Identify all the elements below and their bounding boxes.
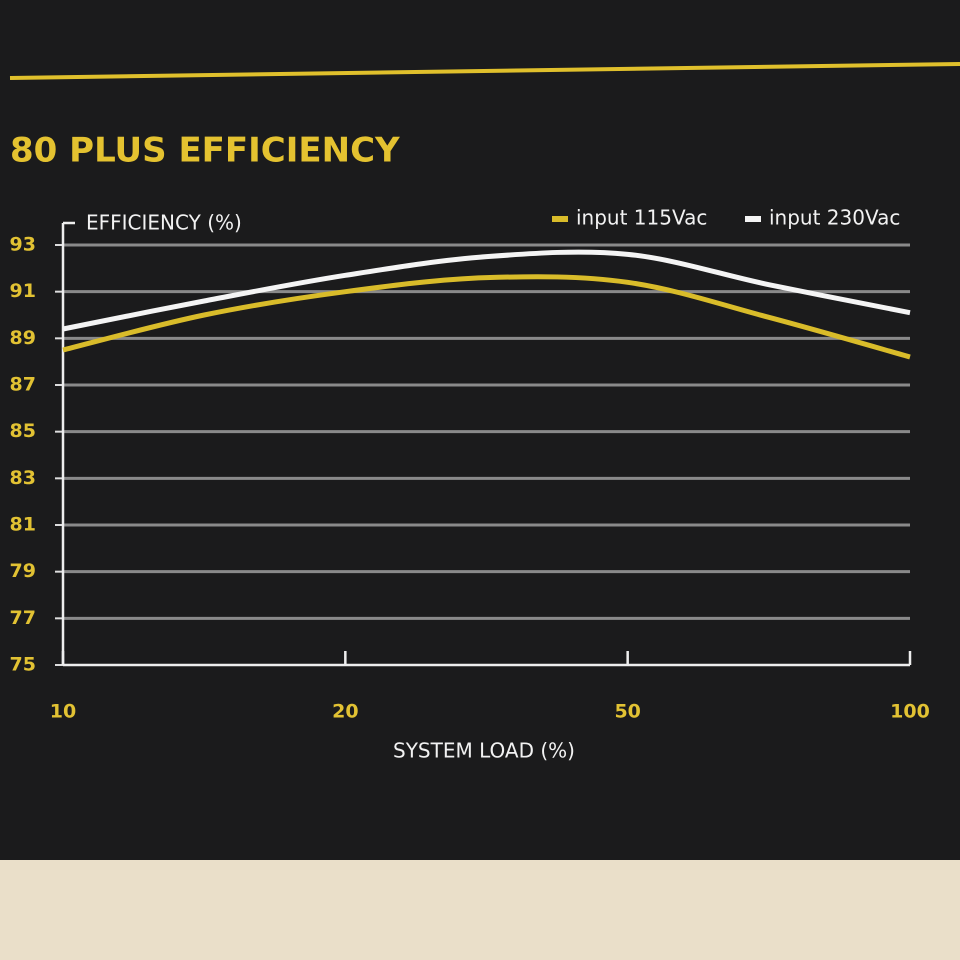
- x-tick-label: 10: [50, 701, 76, 723]
- y-tick-label: 89: [10, 327, 36, 349]
- header-rule: [9, 62, 960, 80]
- y-tick-label: 77: [10, 607, 36, 629]
- series-line: [62, 249, 911, 332]
- x-tick-label: 50: [614, 701, 640, 723]
- y-axis-label: EFFICIENCY (%): [86, 211, 242, 235]
- x-tick-label: 20: [332, 701, 358, 723]
- x-tick-label: 100: [890, 701, 930, 723]
- y-tick-label: 81: [10, 514, 36, 536]
- y-tick-label: 75: [10, 654, 36, 676]
- x-axis-label: SYSTEM LOAD (%): [393, 739, 575, 763]
- legend-label: input 230Vac: [769, 206, 900, 230]
- legend-label: input 115Vac: [576, 206, 707, 230]
- table-surface: [0, 860, 960, 960]
- legend: input 115Vac input 230Vac: [552, 206, 900, 230]
- y-tick-label: 83: [10, 467, 36, 489]
- chart-title: 80 PLUS EFFICIENCY: [10, 131, 400, 171]
- series-line: [62, 274, 911, 360]
- y-tick-label: 85: [10, 420, 36, 442]
- y-tick-label: 79: [10, 560, 36, 582]
- y-tick-label: 93: [10, 234, 36, 256]
- y-tick-label: 87: [10, 374, 36, 396]
- y-tick-label: 91: [10, 280, 36, 302]
- legend-swatch: [552, 216, 568, 222]
- panel: [0, 0, 960, 860]
- legend-swatch: [745, 216, 761, 222]
